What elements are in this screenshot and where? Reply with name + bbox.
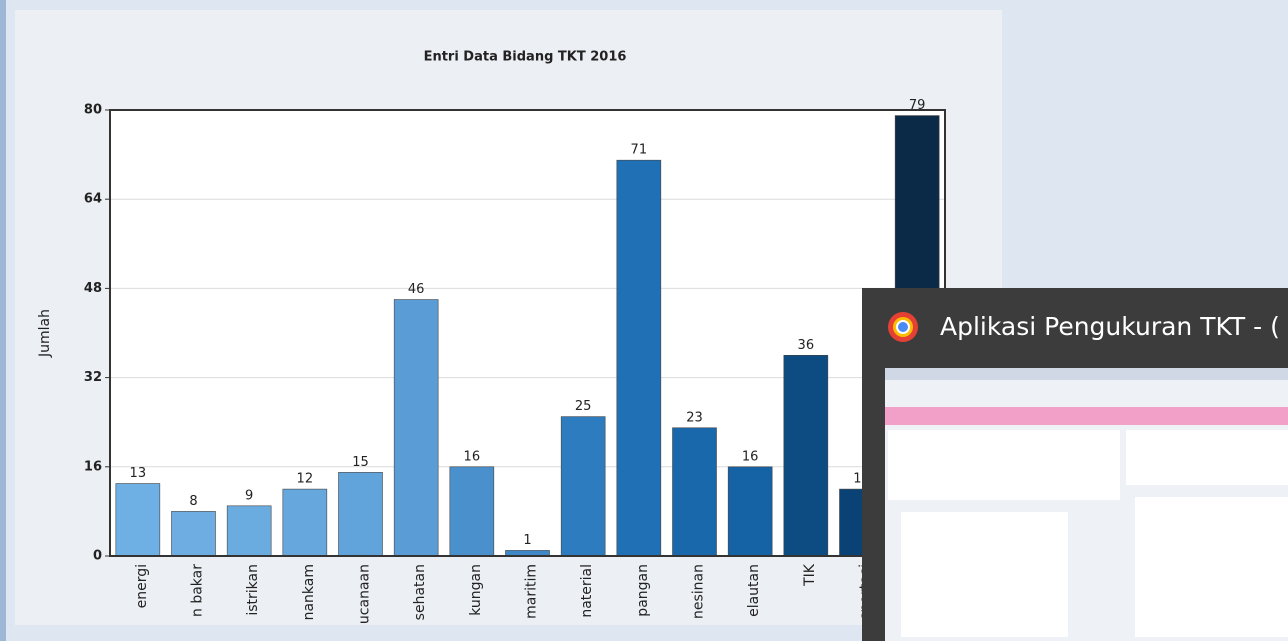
taskbar-preview: Aplikasi Pengukuran TKT - ( [862,288,1288,641]
y-tick-label: 80 [84,103,102,118]
bar [673,428,717,556]
thumb-panel [888,430,1120,500]
x-tick-label: kungan [468,564,484,616]
thumb-tabs [885,368,1288,380]
value-label: 15 [352,455,369,470]
value-label: 12 [297,472,314,487]
x-tick-label: istrikan [245,564,261,616]
x-tick-label: n bakar [190,564,206,617]
bar [784,355,828,556]
chart-title: Entri Data Bidang TKT 2016 [424,50,627,65]
value-label: 16 [742,449,759,464]
page: Entri Data Bidang TKT 2016 Jumlah 0 16 32 4… [0,0,1288,641]
value-label: 1 [523,533,531,548]
y-tick-label: 64 [84,192,102,207]
x-tick-label: nesinan [691,564,707,619]
bar [728,467,772,556]
screen: Entri Data Bidang TKT 2016 Jumlah 0 16 32 4… [0,0,1288,641]
bar [227,506,271,556]
x-tick-label: TIK [802,563,818,587]
bar [394,300,438,556]
x-tick-label: elautan [746,564,762,617]
value-label: 16 [464,449,481,464]
thumb-chart [901,512,1068,637]
x-tick-label: sehatan [412,564,428,620]
value-label: 71 [631,143,648,158]
thumb-panel [1126,430,1288,485]
bar [339,472,383,556]
value-label: 46 [408,282,425,297]
x-tick-label: maritim [524,564,540,619]
value-label: 9 [245,488,253,503]
bar [450,467,494,556]
panel-bottom [15,625,1002,641]
value-label: 25 [575,399,592,414]
y-tick-label: 16 [84,459,102,474]
value-label: 36 [798,338,815,353]
bar [283,489,327,556]
x-tick-label: nankam [301,564,317,620]
y-tick-label: 32 [84,370,102,385]
bar [172,511,216,556]
left-border [0,0,6,641]
bar [617,160,661,556]
thumb-chart [1135,497,1288,637]
browser-icon-center [897,321,909,333]
bar [561,417,605,556]
y-tick-label: 0 [93,549,102,564]
value-label: 23 [686,410,703,425]
x-tick-label: energi [134,564,150,608]
value-label: 8 [189,494,197,509]
value-label: 13 [130,466,147,481]
x-tick-label: ucanaan [357,564,373,624]
thumb-header [885,407,1288,425]
x-tick-label: naterial [579,564,595,618]
y-tick-label: 48 [84,281,102,296]
bar [116,484,160,556]
x-tick-label: pangan [635,564,651,617]
y-axis-label: Jumlah [37,309,53,358]
preview-title: Aplikasi Pengukuran TKT - ( [940,312,1280,341]
